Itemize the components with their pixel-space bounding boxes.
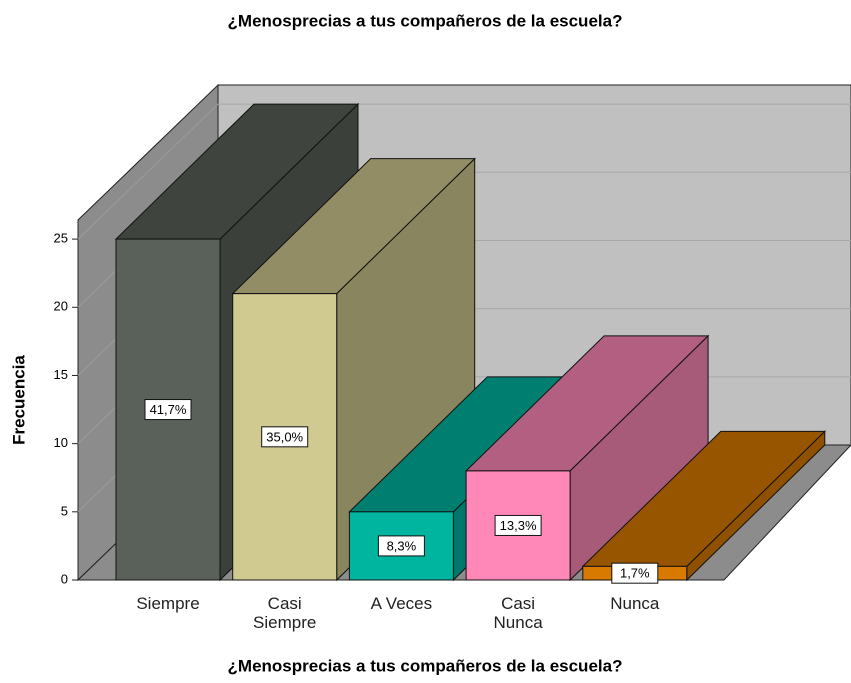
x-axis-title: ¿Menosprecias a tus compañeros de la esc…: [228, 656, 623, 675]
x-tick-label: A Veces: [370, 594, 433, 613]
y-tick-label: 15: [54, 367, 68, 382]
value-label-box: [494, 514, 542, 536]
value-label-box: [377, 535, 425, 557]
value-label-box: [261, 426, 309, 448]
y-tick-label: 0: [61, 571, 68, 586]
y-tick-label: 5: [61, 503, 68, 518]
y-tick-label: 25: [54, 231, 68, 246]
x-tick-label: Siempre: [136, 594, 200, 613]
grid-line: [77, 103, 219, 240]
x-tick-label: Nunca: [610, 594, 660, 613]
chart-title: ¿Menosprecias a tus compañeros de la esc…: [228, 11, 623, 30]
value-label: 8,3%: [387, 538, 417, 553]
value-label: 1,7%: [620, 566, 650, 581]
x-tick-label: Casi Nunca: [493, 594, 543, 632]
y-axis-title: Frecuencia: [9, 355, 28, 445]
y-tick-label: 20: [54, 299, 68, 314]
x-tick-label: Casi Siempre: [253, 594, 317, 632]
value-label-box: [611, 562, 659, 584]
value-label: 41,7%: [150, 402, 187, 417]
value-label: 35,0%: [266, 429, 303, 444]
y-tick-label: 10: [54, 435, 68, 450]
value-label-box: [144, 399, 192, 421]
value-label: 13,3%: [500, 518, 537, 533]
